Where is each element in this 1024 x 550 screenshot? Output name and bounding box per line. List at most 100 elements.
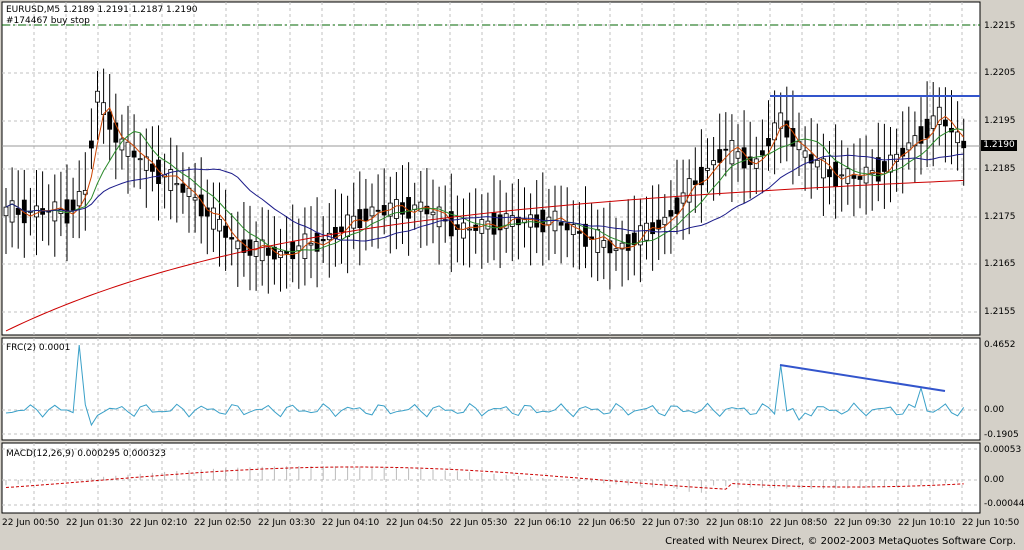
candle-body — [784, 120, 790, 138]
time-label: 22 Jun 06:10 — [514, 518, 572, 528]
time-label: 22 Jun 03:30 — [258, 518, 316, 528]
candle-body — [577, 231, 582, 234]
candle-body — [52, 201, 58, 222]
time-label: 22 Jun 01:30 — [66, 518, 124, 528]
candle-body — [900, 147, 906, 157]
candle-body — [692, 180, 698, 186]
candle-body — [851, 175, 857, 179]
candle-body — [381, 205, 387, 216]
candle-body — [906, 142, 912, 151]
candle-body — [418, 201, 424, 212]
candle-body — [827, 169, 832, 178]
candle-body — [461, 222, 466, 239]
candle-body — [924, 118, 930, 139]
candle-body — [943, 119, 948, 127]
candle-body — [125, 141, 131, 157]
candle-body — [95, 90, 100, 103]
candle-body — [107, 111, 113, 130]
candle-body — [290, 241, 296, 260]
frc-trend-line — [779, 364, 946, 392]
candle-body — [705, 167, 710, 171]
candle-body — [131, 150, 137, 158]
candle-body — [149, 163, 155, 172]
candle-body — [808, 154, 814, 164]
macd-signal-line — [5, 466, 964, 490]
frc-label: FRC(2) 0.0001 — [6, 343, 71, 353]
candle-body — [674, 197, 680, 214]
candle-body — [930, 115, 936, 129]
candle-body — [686, 178, 692, 203]
candle-body — [9, 200, 15, 223]
candle-body — [894, 153, 899, 162]
time-label: 22 Jun 07:30 — [642, 518, 700, 528]
price-label: 1.2215 — [984, 21, 1016, 31]
candle-body — [918, 126, 924, 144]
candle-body — [229, 237, 235, 240]
candle-body — [729, 140, 735, 165]
candle-body — [424, 205, 430, 215]
candle-body — [137, 158, 143, 161]
price-label: 1.2155 — [984, 307, 1016, 317]
footer-credit: Created with Neurex Direct, © 2002-2003 … — [665, 536, 1016, 547]
price-label: 1.2195 — [984, 116, 1016, 126]
candle-body — [467, 228, 473, 231]
candle-body — [436, 206, 442, 228]
candle-body — [210, 207, 216, 230]
time-label: 22 Jun 08:50 — [770, 518, 828, 528]
candle-body — [802, 150, 808, 158]
candle-body — [631, 232, 637, 246]
candle-body — [821, 158, 826, 179]
ma-mid-line — [5, 128, 964, 253]
candle-body — [528, 214, 533, 228]
candle-body — [699, 166, 704, 186]
candle-body — [760, 150, 765, 156]
candle-body — [351, 215, 357, 229]
candle-body — [888, 154, 893, 173]
candle-body — [363, 208, 369, 222]
candle-body — [180, 183, 186, 193]
candle-body — [357, 209, 363, 229]
candle-body — [168, 169, 174, 191]
candle-body — [430, 211, 436, 216]
candle-body — [265, 247, 271, 256]
time-label: 22 Jun 04:10 — [322, 518, 380, 528]
candle-body — [564, 223, 570, 231]
macd-axis-label: -0.00044 — [984, 499, 1024, 509]
candle-body — [15, 207, 21, 215]
candle-body — [156, 159, 161, 184]
candle-body — [509, 215, 515, 227]
candle-body — [174, 183, 180, 186]
candle-body — [772, 122, 777, 141]
ma-long-line — [5, 179, 964, 332]
candle-body — [308, 242, 314, 246]
candle-body — [662, 216, 668, 226]
time-label: 22 Jun 04:50 — [386, 518, 444, 528]
candle-body — [76, 191, 82, 207]
candle-body — [485, 220, 491, 230]
candle-body — [601, 240, 607, 248]
time-label: 22 Jun 06:50 — [578, 518, 636, 528]
price-label: 1.2175 — [984, 212, 1016, 222]
time-label: 22 Jun 09:30 — [834, 518, 892, 528]
time-label: 22 Jun 10:50 — [962, 518, 1020, 528]
macd-label: MACD(12,26,9) 0.000295 0.000323 — [6, 449, 166, 459]
candle-body — [595, 229, 601, 253]
candle-body — [516, 216, 521, 226]
candle-body — [711, 160, 716, 166]
candle-body — [875, 157, 881, 182]
time-label: 22 Jun 05:30 — [450, 518, 508, 528]
time-label: 22 Jun 00:50 — [2, 518, 60, 528]
candle-body — [766, 138, 771, 147]
candle-body — [70, 199, 76, 211]
frc-panel — [1, 337, 981, 441]
macd-axis-label: 0.00053 — [984, 445, 1022, 455]
candle-body — [613, 248, 619, 251]
candle-body — [955, 131, 960, 144]
candle-body — [89, 140, 94, 149]
price-label: 1.2185 — [984, 164, 1016, 174]
candle-body — [638, 225, 643, 246]
frc-axis-label: -0.1905 — [984, 430, 1019, 440]
candle-body — [961, 140, 967, 149]
candle-body — [34, 205, 39, 218]
